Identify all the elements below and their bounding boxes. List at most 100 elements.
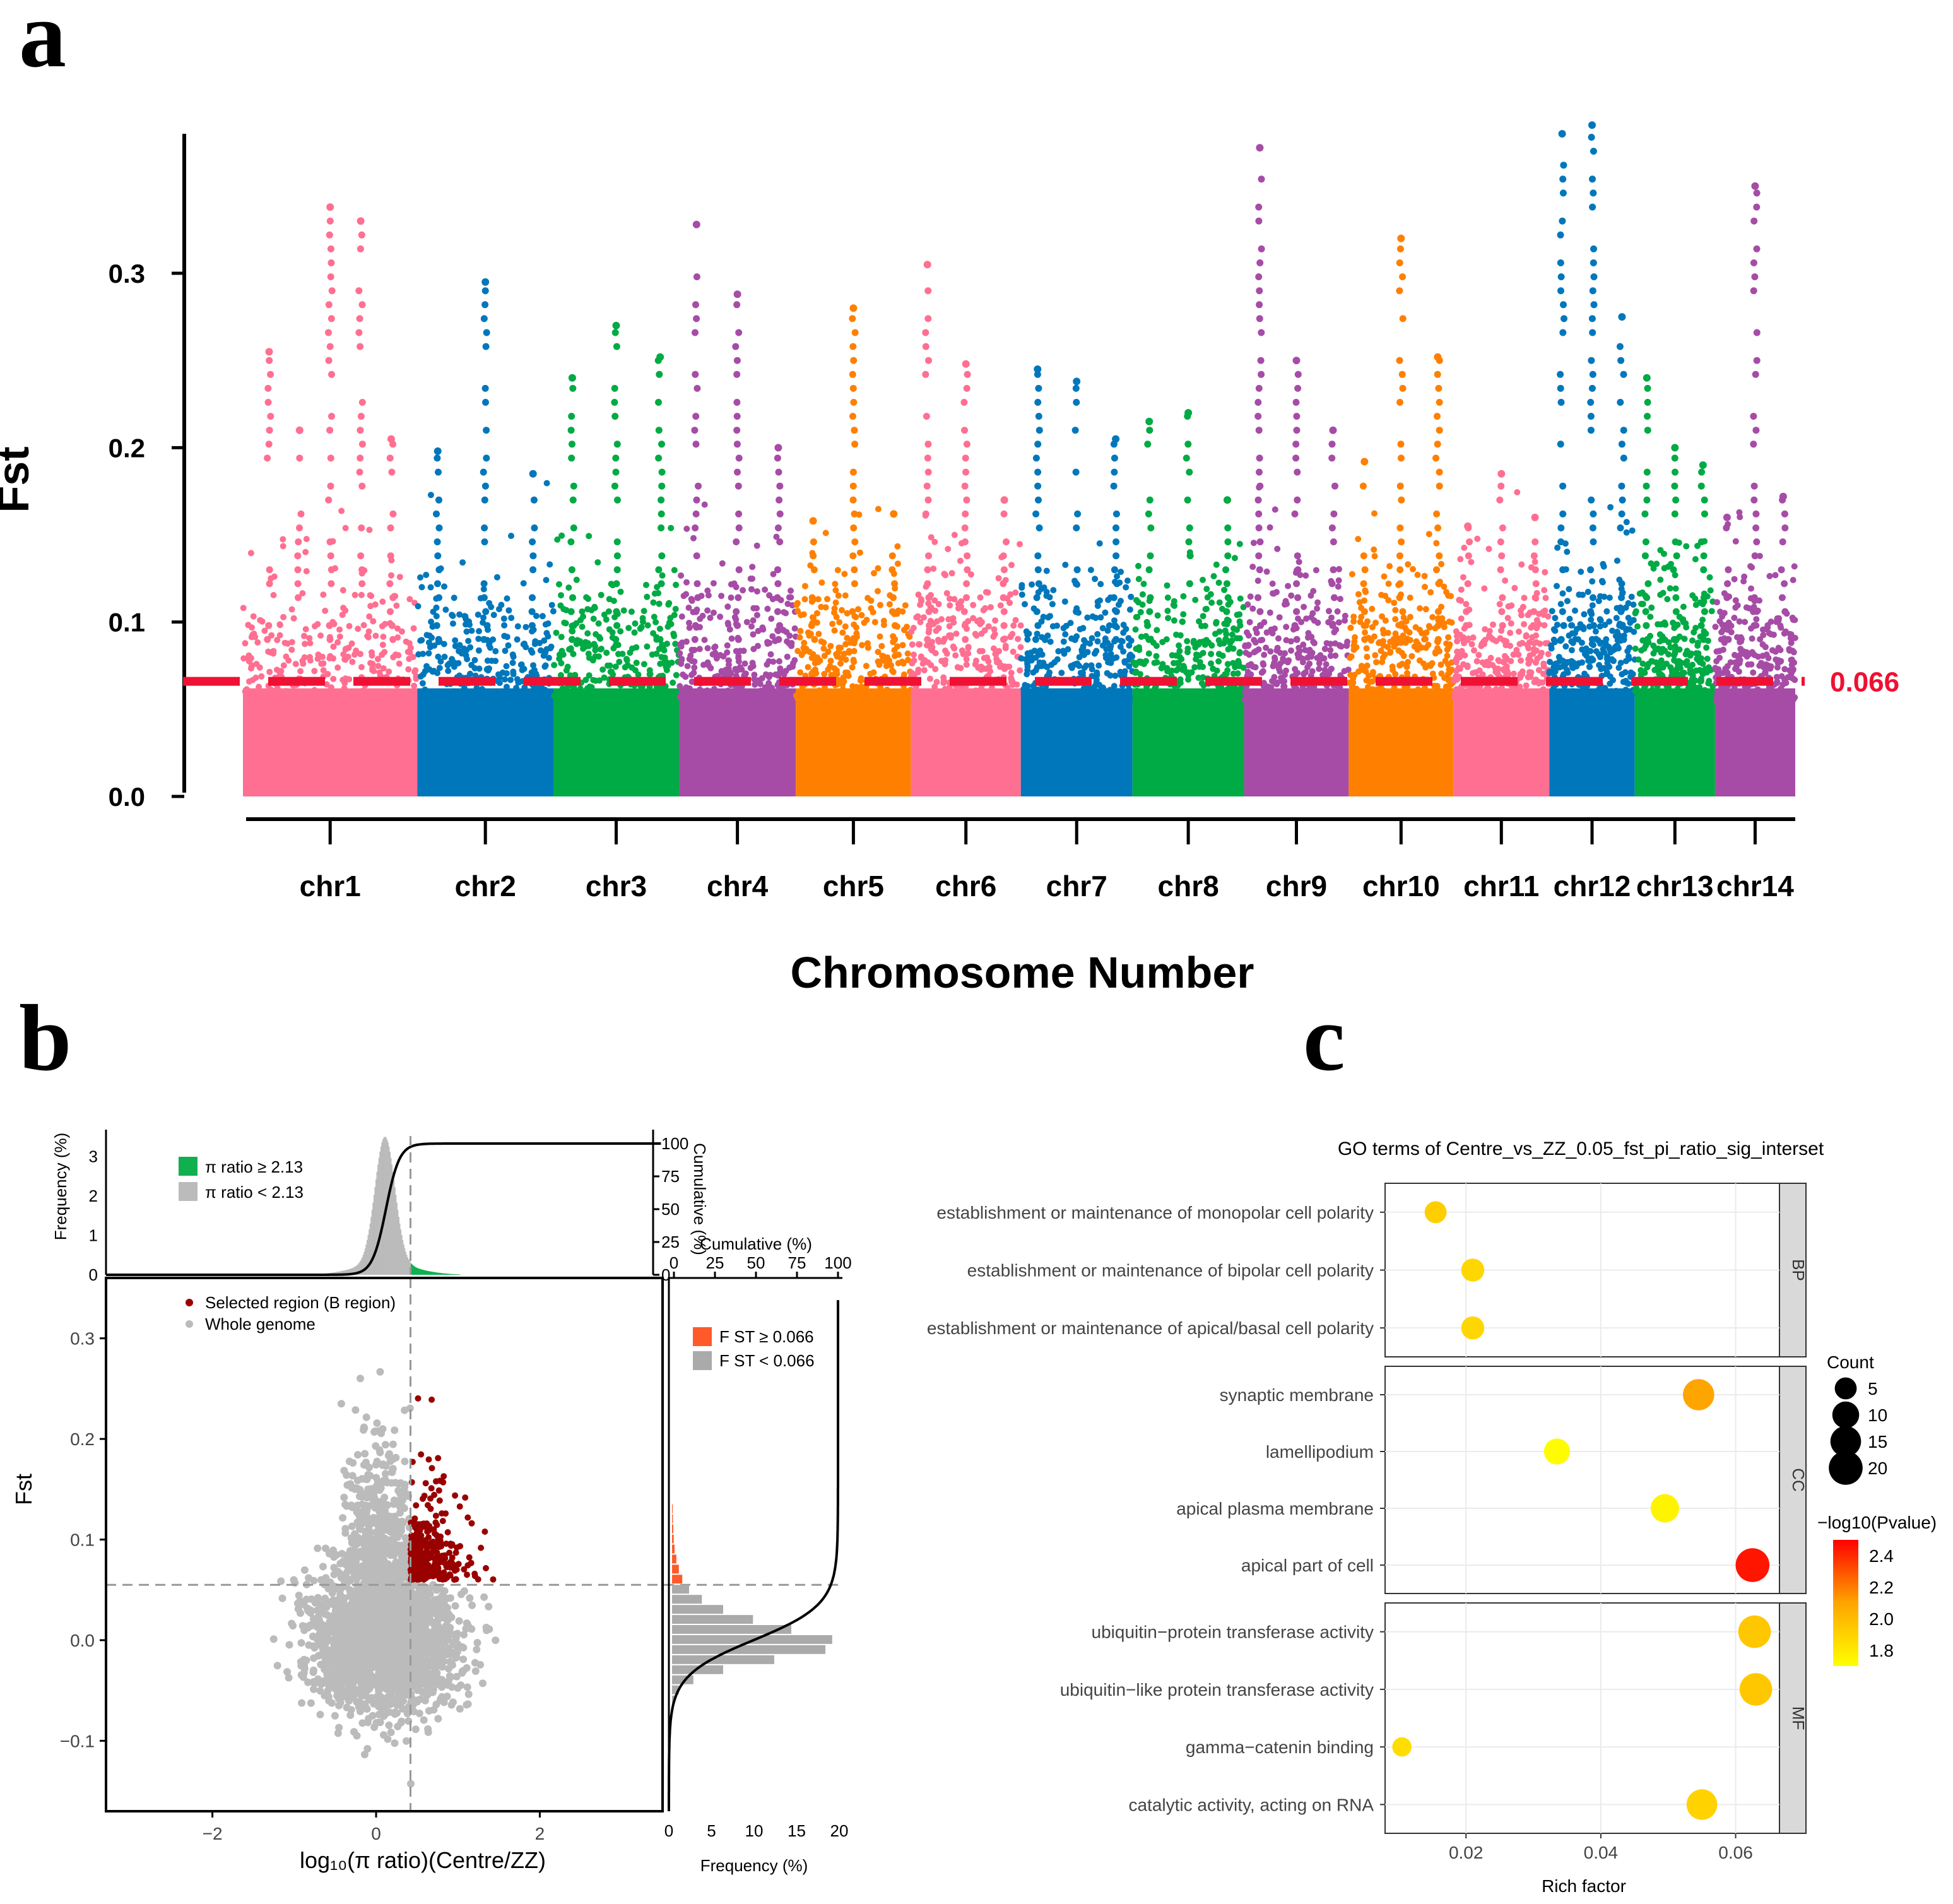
fst-peak-point xyxy=(1254,594,1262,601)
fst-point xyxy=(561,696,568,703)
fst-peak-point xyxy=(1034,622,1042,629)
fst-point xyxy=(1253,625,1259,632)
fst-point xyxy=(842,641,849,647)
fst-point xyxy=(842,592,849,599)
fst-peak-point xyxy=(733,441,741,448)
fst-peak-point xyxy=(891,580,899,588)
fst-point xyxy=(541,687,548,693)
fst-peak-point xyxy=(567,538,575,546)
fst-point xyxy=(1042,663,1049,670)
fst-point xyxy=(1759,641,1766,648)
fst-peak-point xyxy=(851,441,859,448)
fst-point xyxy=(899,608,906,615)
fst-point xyxy=(1272,506,1278,513)
fst-peak-point xyxy=(924,441,932,448)
fst-point xyxy=(834,567,841,574)
fst-peak-point xyxy=(656,370,663,378)
fst-peak-point xyxy=(1753,538,1761,546)
fst-peak-point xyxy=(1590,538,1597,546)
fst-point xyxy=(824,689,830,696)
fst-point xyxy=(1657,591,1664,598)
fst-point xyxy=(428,618,435,625)
fst-peak-point xyxy=(1434,441,1441,448)
fst-point xyxy=(1549,608,1555,615)
top-hist-ytick-label: 0 xyxy=(89,1265,98,1284)
fst-point xyxy=(490,612,497,618)
fst-point xyxy=(1713,648,1720,655)
fst-point xyxy=(386,668,392,675)
fst-peak-point xyxy=(326,636,334,643)
fst-point xyxy=(813,670,820,677)
fst-peak-point xyxy=(1590,622,1597,629)
fst-point xyxy=(1425,662,1432,669)
fst-point xyxy=(845,694,852,701)
legend-swatch-pi-low xyxy=(179,1182,198,1201)
fst-point xyxy=(987,604,994,611)
fst-peak-point xyxy=(1146,427,1154,434)
fst-peak-point xyxy=(1750,496,1758,504)
fst-point xyxy=(594,559,601,566)
fst-point xyxy=(991,626,998,633)
fst-point xyxy=(1047,613,1053,620)
fst-point xyxy=(1454,676,1461,683)
fst-point xyxy=(1692,556,1699,563)
fst-point xyxy=(1283,624,1290,630)
fst-peak-point xyxy=(1497,566,1504,574)
top-hist-y2tick-label: 50 xyxy=(661,1200,680,1219)
fst-point xyxy=(314,655,321,662)
fst-point xyxy=(1316,665,1323,672)
fst-point xyxy=(943,650,950,657)
fst-point xyxy=(396,660,403,667)
fst-peak-point xyxy=(611,413,619,420)
fst-peak-point xyxy=(1330,538,1337,546)
fst-point xyxy=(1648,604,1655,611)
manhattan-ytick-label: 0.0 xyxy=(109,782,145,812)
fst-point xyxy=(683,591,690,598)
fst-peak-point xyxy=(1256,538,1264,546)
fst-point xyxy=(657,660,664,667)
fst-peak-point xyxy=(1724,580,1732,588)
fst-point xyxy=(1215,651,1222,658)
fst-point xyxy=(921,657,928,664)
fst-point xyxy=(1554,544,1561,551)
fst-peak-point xyxy=(776,496,783,504)
fst-point xyxy=(1062,562,1069,568)
chr-label-chr11: chr11 xyxy=(1463,870,1539,902)
fst-peak-point xyxy=(326,231,333,239)
fst-point xyxy=(1018,655,1025,662)
fst-point xyxy=(1097,614,1104,621)
fst-point xyxy=(288,646,295,653)
fst-point xyxy=(1485,662,1492,669)
fst-peak-point xyxy=(1294,468,1301,476)
fst-peak-point xyxy=(1112,636,1120,643)
fst-point xyxy=(1407,594,1413,601)
fst-point xyxy=(367,603,374,610)
fst-point xyxy=(801,596,808,603)
fst-point xyxy=(1270,692,1277,698)
fst-point xyxy=(832,587,839,594)
fst-point xyxy=(584,630,591,637)
fst-peak-point xyxy=(1255,524,1263,531)
fst-point xyxy=(317,632,324,639)
fst-point xyxy=(336,626,343,633)
fst-point xyxy=(1507,629,1514,636)
chr-band-chr12 xyxy=(1549,688,1635,796)
fst-point xyxy=(1720,646,1726,653)
fst-point xyxy=(1102,697,1109,704)
fst-peak-point xyxy=(480,580,488,588)
fst-point xyxy=(1023,628,1030,635)
fst-point xyxy=(338,507,345,514)
fst-point xyxy=(1252,639,1259,646)
fst-peak-point xyxy=(692,510,700,517)
fst-peak-point xyxy=(1257,357,1265,364)
fst-point xyxy=(805,664,811,671)
fst-point xyxy=(369,696,375,703)
fst-point xyxy=(1017,667,1024,674)
fst-point xyxy=(1683,543,1690,550)
fst-point xyxy=(1473,658,1480,665)
fst-peak-point xyxy=(481,538,488,546)
fst-point xyxy=(586,533,593,540)
fst-point xyxy=(1452,690,1458,697)
manhattan-x-ticks: chr1 chr2 chr3 chr4 chr5 chr6 chr7 chr8 chr9 chr1… xyxy=(300,819,1794,902)
fst-point xyxy=(1163,636,1170,643)
